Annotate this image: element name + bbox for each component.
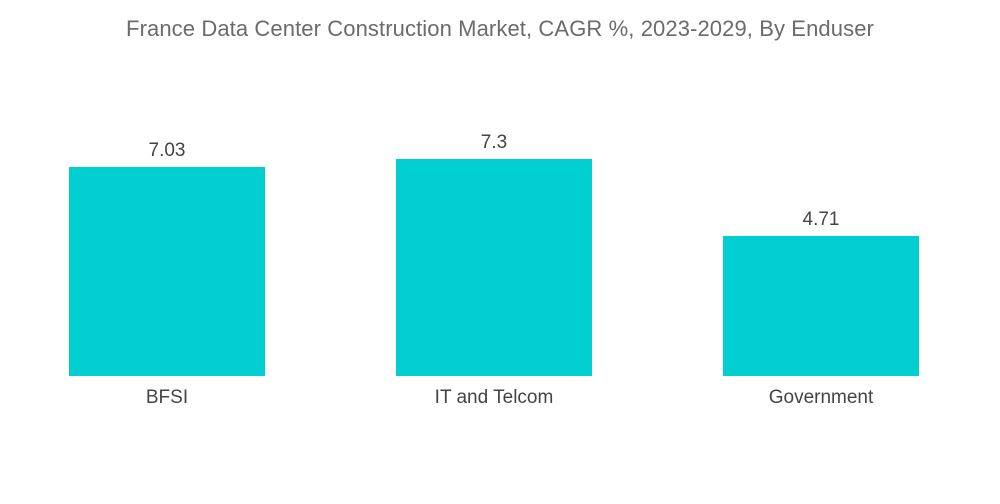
category-label: IT and Telcom xyxy=(435,387,554,408)
bar-government xyxy=(723,235,919,376)
value-label: 7.3 xyxy=(481,132,507,153)
chart-title: France Data Center Construction Market, … xyxy=(126,16,874,41)
category-label: Government xyxy=(769,387,874,408)
value-label: 7.03 xyxy=(149,140,186,161)
bar-it-and-telcom xyxy=(396,159,592,376)
value-label: 4.71 xyxy=(803,209,840,230)
category-label: BFSI xyxy=(146,387,188,408)
bar-bfsi xyxy=(69,167,265,376)
